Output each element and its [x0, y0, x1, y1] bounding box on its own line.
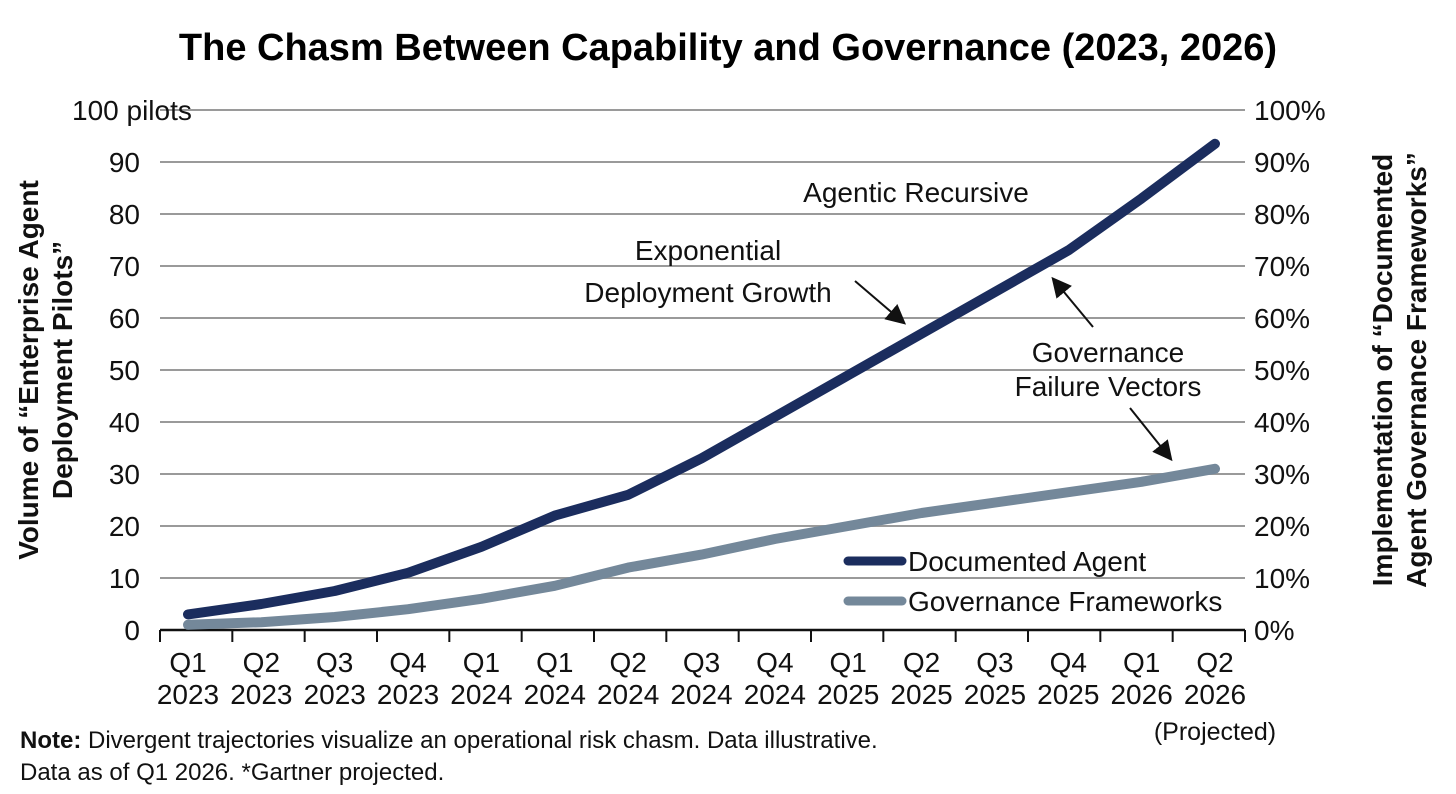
x-tick-label: Q2: [1196, 647, 1233, 678]
x-tick-label-year: 2024: [450, 679, 512, 710]
annotation-exponential: Exponential: [635, 235, 781, 266]
x-tick-label-year: 2023: [230, 679, 292, 710]
y2-tick-label: 20%: [1254, 511, 1310, 542]
x-tick-label-year: 2024: [744, 679, 806, 710]
x-tick-label: Q4: [756, 647, 793, 678]
y2-tick-label: 60%: [1254, 303, 1310, 334]
x-tick-label: Q1: [536, 647, 573, 678]
y-tick-label: 90: [109, 147, 140, 178]
y2-tick-label: 50%: [1254, 355, 1310, 386]
x-tick-label: Q1: [830, 647, 867, 678]
x-tick-label-year: 2025: [890, 679, 952, 710]
annotation-arrow: [1051, 276, 1094, 328]
y2-axis-label-line2: Agent Governance Frameworks”: [1401, 152, 1432, 588]
y2-tick-label: 40%: [1254, 407, 1310, 438]
footnote: Note: Divergent trajectories visualize a…: [20, 725, 878, 789]
y2-tick-label: 10%: [1254, 563, 1310, 594]
x-tick-label: Q1: [463, 647, 500, 678]
note-label: Note:: [20, 727, 82, 754]
x-tick-label: Q4: [389, 647, 426, 678]
x-tick-label: Q2: [903, 647, 940, 678]
x-tick-label-year: 2026: [1184, 679, 1246, 710]
y-tick-label: 100 pilots: [72, 95, 192, 126]
x-tick-label: Q1: [1123, 647, 1160, 678]
x-tick-label-year: 2026: [1110, 679, 1172, 710]
series-lines: [183, 138, 1220, 630]
x-tick-label-year: 2023: [157, 679, 219, 710]
y-tick-label: 70: [109, 251, 140, 282]
chart-title: The Chasm Between Capability and Governa…: [179, 27, 1277, 69]
y2-axis-label: Implementation of “Documented: [1367, 154, 1398, 586]
x-tick-label-year: 2023: [377, 679, 439, 710]
x-tick-label: Q3: [316, 647, 353, 678]
annotation-agentic-recursive: Agentic Recursive: [803, 177, 1029, 208]
annotation-arrow: [1129, 407, 1173, 462]
x-axis: Q12023Q22023Q32023Q42023Q12024Q12024Q220…: [157, 628, 1276, 746]
x-tick-label-year: 2023: [304, 679, 366, 710]
y-axis-label-line2: Deployment Pilots”: [47, 241, 78, 499]
note-line2: Data as of Q1 2026. *Gartner projected.: [20, 759, 445, 786]
y2-tick-label: 100%: [1254, 95, 1326, 126]
y2-tick-label: 30%: [1254, 459, 1310, 490]
annotations: Agentic Recursive Exponential Deployment…: [584, 177, 1202, 462]
x-tick-label: Q3: [976, 647, 1013, 678]
x-tick-label: Q2: [609, 647, 646, 678]
note-line1: Divergent trajectories visualize an oper…: [88, 727, 878, 754]
y-tick-label: 40: [109, 407, 140, 438]
y-tick-label: 80: [109, 199, 140, 230]
x-tick-label-year: 2025: [1037, 679, 1099, 710]
x-tick-label-year: 2024: [597, 679, 659, 710]
y2-tick-label: 70%: [1254, 251, 1310, 282]
y-axis-ticks: 0 10 20 30 40 50 60 70 80 90 100 pilots: [72, 95, 192, 646]
annotation-deployment-growth: Deployment Growth: [584, 277, 831, 308]
x-tick-label: Q3: [683, 647, 720, 678]
x-tick-label-year: 2025: [817, 679, 879, 710]
y2-tick-label: 90%: [1254, 147, 1310, 178]
annotation-arrow: [854, 280, 907, 325]
x-tick-label: Q1: [169, 647, 206, 678]
y-axis-label: Volume of “Enterprise Agent: [13, 180, 44, 560]
legend: Documented Agent Governance Frameworks: [843, 546, 1222, 617]
y2-tick-label: 0%: [1254, 615, 1294, 646]
y-tick-label: 10: [109, 563, 140, 594]
x-tick-label-year: 2024: [670, 679, 732, 710]
x-tick-label: Q2: [243, 647, 280, 678]
x-tick-label-year: 2025: [964, 679, 1026, 710]
gridlines: [160, 109, 1245, 579]
y-tick-label: 30: [109, 459, 140, 490]
legend-label-governance-frameworks: Governance Frameworks: [908, 586, 1222, 617]
annotation-governance: Governance: [1032, 337, 1185, 368]
annotation-failure-vectors: Failure Vectors: [1015, 371, 1202, 402]
y2-tick-label: 80%: [1254, 199, 1310, 230]
y-tick-label: 0: [124, 615, 140, 646]
y-tick-label: 50: [109, 355, 140, 386]
y2-axis-ticks: 0% 10% 20% 30% 40% 50% 60% 70% 80% 90% 100%: [1254, 95, 1326, 646]
x-tick-label-year: 2024: [524, 679, 586, 710]
x-tick-label: Q4: [1050, 647, 1087, 678]
y-tick-label: 60: [109, 303, 140, 334]
y-tick-label: 20: [109, 511, 140, 542]
projected-label: (Projected): [1154, 718, 1276, 746]
legend-label-documented-agent: Documented Agent: [908, 546, 1146, 577]
